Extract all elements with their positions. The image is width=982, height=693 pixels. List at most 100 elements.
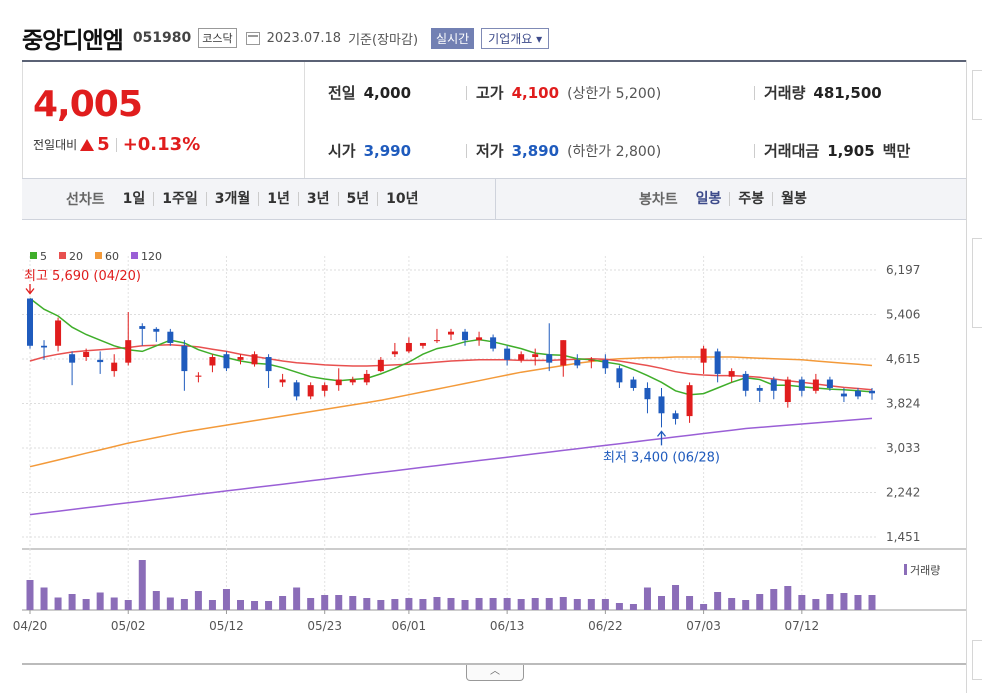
candle-chart-periods: 봉차트 일봉 주봉 월봉 [639, 179, 815, 219]
candle-body [69, 354, 76, 363]
volume-bar [419, 599, 427, 610]
volume-bar [166, 597, 174, 610]
calendar-icon [245, 31, 260, 45]
volume-bar [601, 599, 609, 610]
stat-value: 481,500 [813, 84, 882, 102]
volume-bar [237, 600, 244, 610]
volume-bar [377, 600, 385, 610]
stat-value: 3,890 [511, 142, 560, 160]
volume-bar [587, 599, 595, 610]
company-overview-label: 기업개요 [488, 31, 533, 46]
candle-body [307, 385, 314, 397]
candle-body [139, 326, 146, 329]
candle-body [546, 354, 553, 363]
volume-bar [110, 597, 118, 610]
x-tick-label: 06/22 [588, 619, 623, 633]
divider [754, 86, 755, 100]
candle-body [770, 379, 777, 391]
volume-bar [475, 598, 483, 610]
candle-body [798, 379, 805, 391]
line-chart-label: 선차트 [66, 192, 105, 208]
company-overview-button[interactable]: 기업개요 ▾ [481, 27, 550, 49]
volume-bar [293, 587, 301, 610]
volume-bar [279, 596, 287, 610]
volume-bar [615, 603, 623, 610]
legend-label: 60 [105, 250, 119, 263]
volume-bar [96, 592, 104, 610]
volume-bar [672, 585, 680, 610]
period-tab-6[interactable]: 10년 [377, 192, 426, 206]
y-tick-label: 2,242 [886, 486, 920, 500]
candle-body [153, 328, 160, 332]
candle-body [97, 359, 104, 363]
y-tick-label: 3,824 [886, 397, 920, 411]
volume-bar [629, 604, 637, 610]
candle-body [195, 375, 202, 377]
down-arrow-icon [25, 284, 35, 295]
volume-bar [503, 598, 511, 610]
volume-bar [138, 560, 146, 610]
volume-bar [307, 598, 315, 610]
y-tick-label: 3,033 [886, 441, 920, 455]
candle-body [83, 351, 90, 358]
stock-header: 중앙디앤엠 051980 코스닥 2023.07.18 기준(장마감) 실시간 … [22, 18, 982, 58]
x-tick-label: 06/01 [392, 619, 427, 633]
candle-body [756, 387, 763, 391]
candle-body [335, 379, 342, 386]
line-chart-periods: 선차트 1일 1주일 3개월 1년 3년 5년 10년 [66, 179, 427, 219]
volume-bar [251, 601, 259, 610]
chart-frame [22, 256, 965, 610]
volume-bar [840, 593, 848, 610]
candle-body [574, 359, 581, 366]
price-summary: 4,005 전일대비 5 +0.13% [22, 62, 305, 178]
stat-unit: 백만 [882, 142, 911, 160]
candle-body [840, 393, 847, 397]
period-tab-0[interactable]: 1일 [122, 191, 146, 207]
candle-tab-1[interactable]: 주봉 [729, 192, 772, 206]
volume-legend-label: 거래량 [910, 564, 940, 577]
period-tab-2[interactable]: 3개월 [205, 192, 259, 206]
stat-label: 거래대금 [764, 142, 820, 160]
candle-body [209, 357, 216, 366]
stat-label: 저가 [476, 142, 504, 160]
chevron-up-icon: ︿ [490, 666, 500, 677]
candle-tab-2[interactable]: 월봉 [772, 192, 815, 206]
candle-body [560, 340, 567, 366]
candle-body [405, 342, 412, 352]
candle-body [784, 379, 791, 403]
candle-body [111, 362, 118, 372]
volume-bar [559, 597, 567, 610]
side-panel-edge [972, 238, 982, 328]
legend-label: 5 [40, 250, 47, 263]
volume-bar [68, 594, 76, 610]
expand-chart-button[interactable]: ︿ [466, 665, 524, 681]
period-tab-5[interactable]: 5년 [337, 192, 378, 206]
x-tick-label: 05/02 [111, 619, 146, 633]
volume-bar [152, 591, 160, 610]
period-tab-3[interactable]: 1년 [258, 192, 298, 206]
change-label: 전일대비 [33, 138, 78, 152]
realtime-button[interactable]: 실시간 [431, 27, 475, 49]
volume-bar [573, 599, 581, 610]
candle-body [602, 359, 609, 369]
volume-bar [40, 587, 48, 610]
legend-swatch [30, 252, 37, 259]
period-tab-4[interactable]: 3년 [297, 192, 338, 206]
candle-body [125, 340, 132, 363]
divider [22, 60, 967, 62]
period-tab-1[interactable]: 1주일 [153, 192, 206, 206]
ma120-line [29, 417, 873, 516]
candle-body [321, 385, 328, 391]
volume-bar [770, 589, 778, 610]
x-tick-label: 06/13 [490, 619, 525, 633]
candle-tab-0[interactable]: 일봉 [695, 191, 722, 207]
candle-body [476, 337, 483, 341]
volume-bar [517, 599, 525, 610]
candle-body [448, 331, 454, 335]
quote-date: 2023.07.18 [266, 30, 342, 46]
legend-swatch [131, 252, 138, 259]
candle-body [532, 354, 539, 358]
divider [754, 144, 755, 158]
candle-body [55, 320, 62, 346]
candle-body [714, 351, 721, 374]
